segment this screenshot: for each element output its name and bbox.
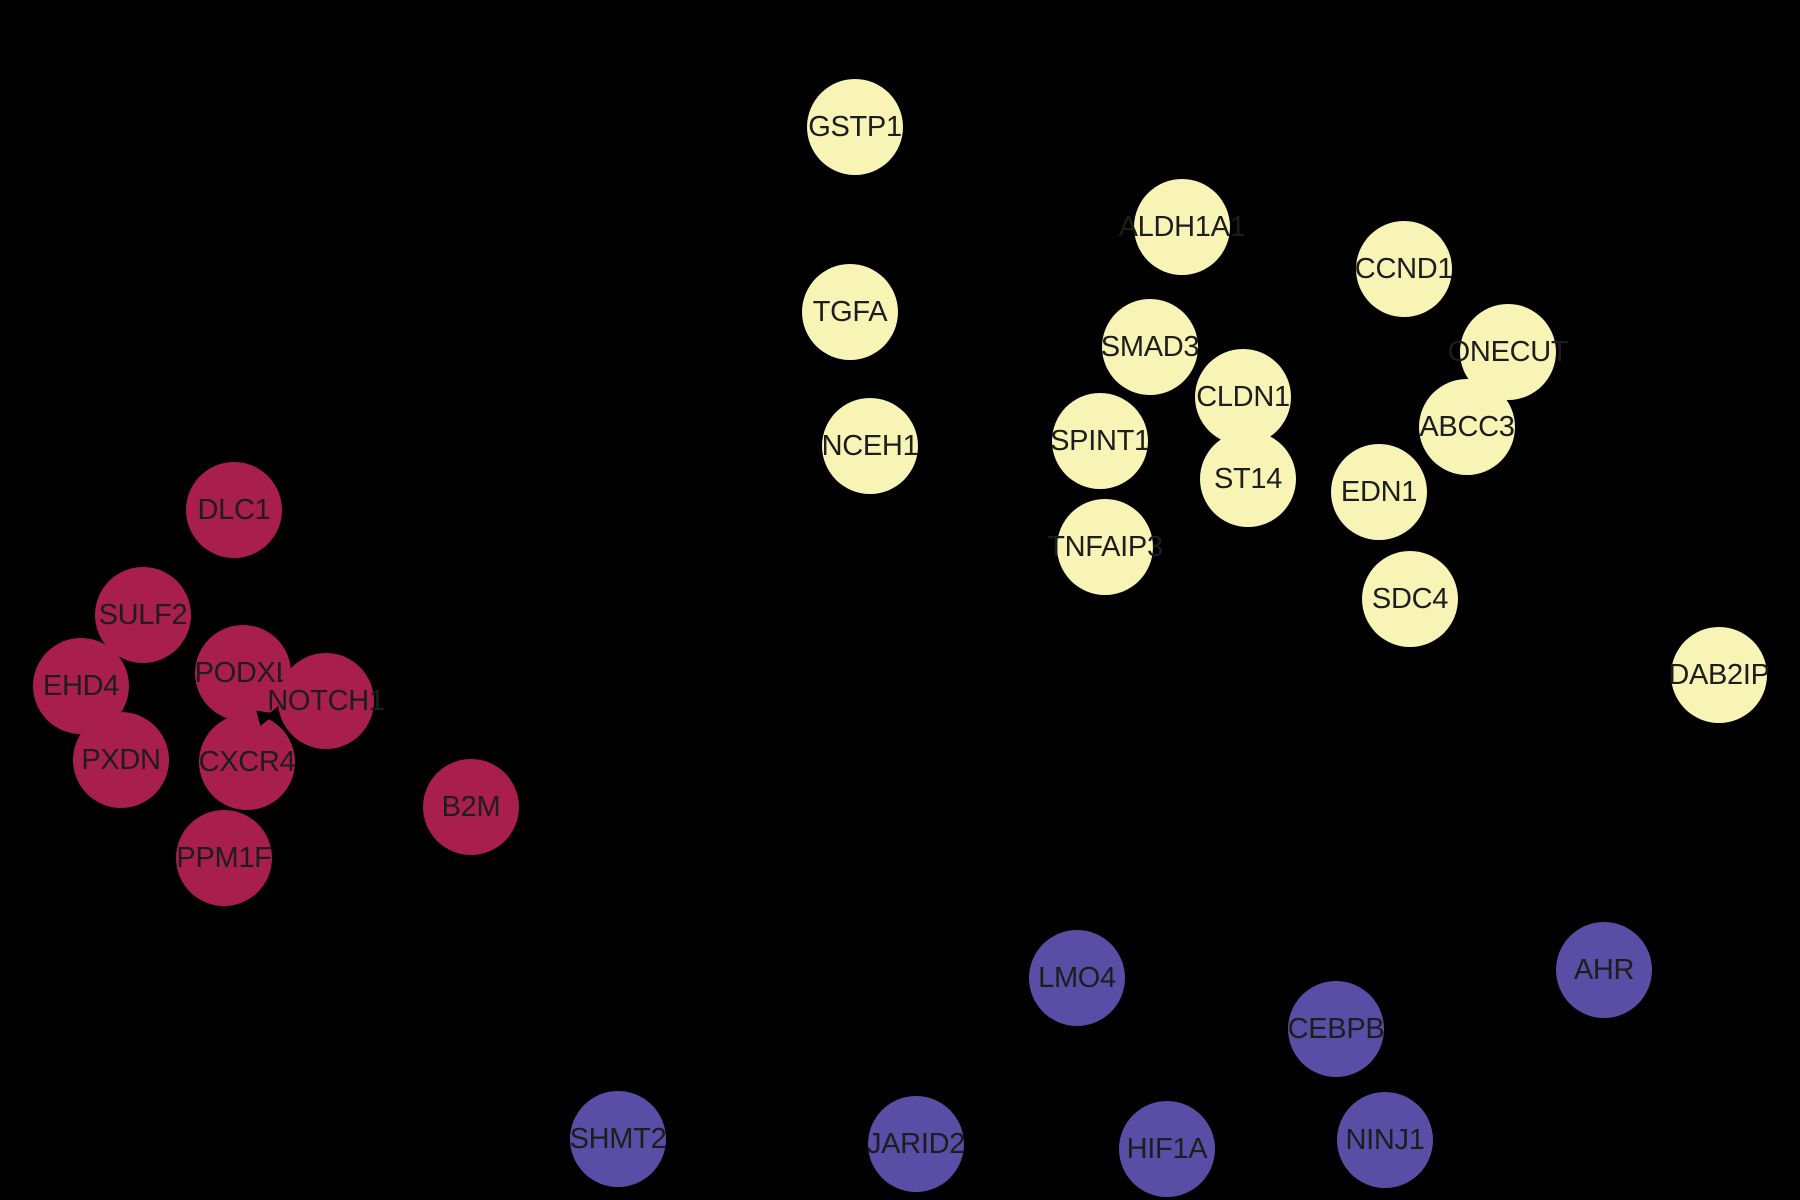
node-label: PODXL bbox=[194, 656, 292, 689]
node-label: AHR bbox=[1573, 953, 1635, 986]
node-B2M[interactable]: B2M bbox=[423, 759, 519, 855]
node-label: CLDN1 bbox=[1196, 380, 1290, 413]
node-label: LMO4 bbox=[1038, 961, 1116, 994]
node-SULF2[interactable]: SULF2 bbox=[95, 567, 191, 663]
node-DAB2IP[interactable]: DAB2IP bbox=[1668, 627, 1770, 723]
node-DLC1[interactable]: DLC1 bbox=[186, 462, 282, 558]
node-CLDN1[interactable]: CLDN1 bbox=[1195, 349, 1291, 445]
node-CEBPB[interactable]: CEBPB bbox=[1287, 981, 1385, 1077]
node-SHMT2[interactable]: SHMT2 bbox=[569, 1091, 667, 1187]
node-label: B2M bbox=[441, 790, 501, 823]
node-label: ALDH1A1 bbox=[1118, 210, 1246, 243]
node-TNFAIP3[interactable]: TNFAIP3 bbox=[1047, 499, 1163, 595]
node-EDN1[interactable]: EDN1 bbox=[1331, 444, 1427, 540]
node-label: CXCR4 bbox=[198, 745, 296, 778]
node-label: NCEH1 bbox=[821, 429, 919, 462]
node-TGFA[interactable]: TGFA bbox=[802, 264, 898, 360]
node-GSTP1[interactable]: GSTP1 bbox=[807, 79, 903, 175]
node-label: SPINT1 bbox=[1050, 424, 1150, 457]
node-label: CEBPB bbox=[1287, 1012, 1385, 1045]
node-NINJ1[interactable]: NINJ1 bbox=[1337, 1092, 1433, 1188]
node-label: SULF2 bbox=[98, 598, 188, 631]
node-label: HIF1A bbox=[1126, 1132, 1208, 1165]
node-label: TNFAIP3 bbox=[1047, 530, 1163, 563]
node-label: JARID2 bbox=[866, 1127, 966, 1160]
node-JARID2[interactable]: JARID2 bbox=[866, 1096, 966, 1192]
node-CCND1[interactable]: CCND1 bbox=[1354, 221, 1454, 317]
node-AHR[interactable]: AHR bbox=[1556, 922, 1652, 1018]
node-label: GSTP1 bbox=[808, 110, 902, 143]
node-label: NINJ1 bbox=[1345, 1123, 1425, 1156]
node-label: SDC4 bbox=[1371, 582, 1449, 615]
node-label: ABCC3 bbox=[1419, 410, 1515, 443]
node-ST14[interactable]: ST14 bbox=[1200, 431, 1296, 527]
node-label: EDN1 bbox=[1340, 475, 1418, 508]
node-ABCC3[interactable]: ABCC3 bbox=[1419, 379, 1515, 475]
node-label: NOTCH1 bbox=[267, 684, 385, 717]
node-label: EHD4 bbox=[42, 669, 120, 702]
node-label: ST14 bbox=[1213, 462, 1283, 495]
node-PPM1F[interactable]: PPM1F bbox=[176, 810, 272, 906]
node-label: SMAD3 bbox=[1100, 330, 1200, 363]
node-PXDN[interactable]: PXDN bbox=[73, 712, 169, 808]
node-NOTCH1[interactable]: NOTCH1 bbox=[267, 653, 385, 749]
node-SDC4[interactable]: SDC4 bbox=[1362, 551, 1458, 647]
node-label: TGFA bbox=[812, 295, 888, 328]
node-SMAD3[interactable]: SMAD3 bbox=[1100, 299, 1200, 395]
node-label: DLC1 bbox=[197, 493, 271, 526]
node-NCEH1[interactable]: NCEH1 bbox=[821, 398, 919, 494]
node-label: DAB2IP bbox=[1668, 658, 1770, 691]
node-label: PPM1F bbox=[176, 841, 272, 874]
node-LMO4[interactable]: LMO4 bbox=[1029, 930, 1125, 1026]
node-CXCR4[interactable]: CXCR4 bbox=[198, 714, 296, 810]
node-label: ONECUT bbox=[1447, 335, 1569, 368]
node-HIF1A[interactable]: HIF1A bbox=[1119, 1101, 1215, 1197]
node-label: CCND1 bbox=[1354, 252, 1454, 285]
node-PODXL[interactable]: PODXL bbox=[194, 625, 292, 721]
node-label: SHMT2 bbox=[569, 1122, 667, 1155]
node-ALDH1A1[interactable]: ALDH1A1 bbox=[1119, 179, 1246, 275]
node-SPINT1[interactable]: SPINT1 bbox=[1050, 393, 1150, 489]
node-label: PXDN bbox=[81, 743, 161, 776]
